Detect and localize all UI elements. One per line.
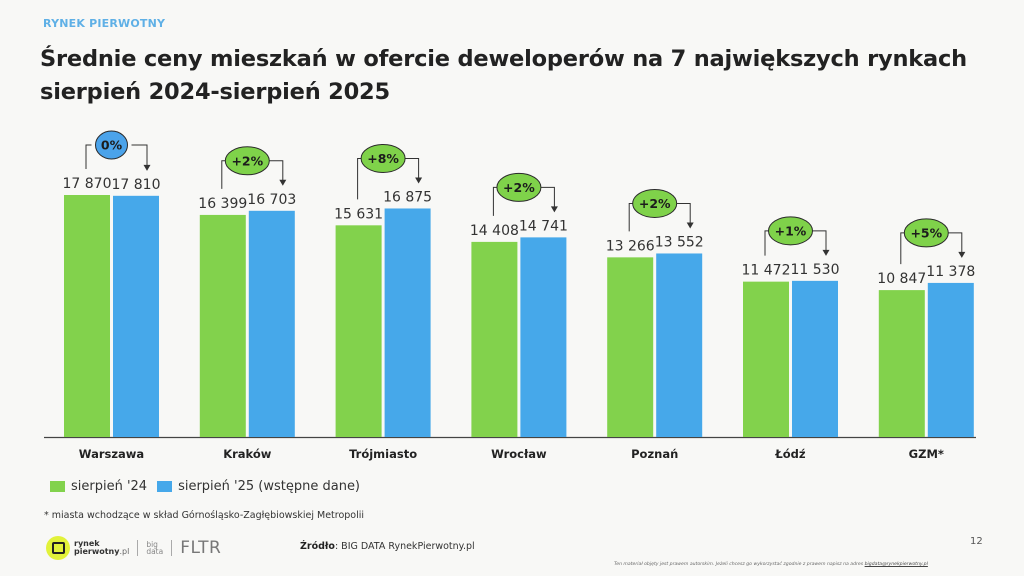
bar-2024 [607,257,654,437]
category-label: Wrocław [491,447,547,461]
arrow-down-icon [143,164,151,171]
change-badge [224,146,270,176]
logo-word-rynek: rynek [74,539,100,548]
value-label-2025: 17 810 [112,177,161,193]
connector-line-left [357,157,364,200]
legend-item-2025: sierpień '25 (wstępne dane) [157,479,360,494]
title-line-2: sierpień 2024-sierpień 2025 [40,79,390,105]
arrow-down-icon [279,179,287,186]
fltr-logo: FLTR [180,538,222,558]
change-badge [632,188,678,218]
category-label: Poznań [631,447,678,461]
category-label: Trójmiasto [349,447,417,461]
connector-line-right [810,230,827,251]
rynekpierwotny-logo-icon [46,536,70,560]
connector-line-right [267,160,284,181]
value-label-2025: 13 552 [655,234,704,250]
bigdata-word-big: big [146,540,158,549]
title-line-1: Średnie ceny mieszkań w ofercie dewelope… [40,46,967,72]
change-badge-label: +2% [503,180,535,195]
arrow-down-icon [686,222,694,229]
page-number: 12 [970,536,983,547]
chart-legend: sierpień '24 sierpień '25 (wstępne dane) [50,479,370,494]
change-badge [768,216,813,246]
logo-separator [137,540,139,556]
bar-2024 [743,281,789,437]
source-note: Źródło: BIG DATA RynekPierwotny.pl [300,541,475,552]
legend-swatch-2025 [157,481,173,492]
value-label-2024: 14 408 [470,223,519,239]
connector-line-right [674,202,691,224]
copyright-disclaimer: Ten materiał objęty jest prawem autorski… [614,562,928,567]
logo-word-pl: .pl [119,547,130,556]
connector-line-right [946,232,963,253]
disclaimer-email-link[interactable]: bigdata@rynekpierwotny.pl [864,562,928,567]
value-label-2024: 17 870 [63,176,112,192]
bar-2025 [384,208,431,437]
value-label-2024: 15 631 [334,206,383,222]
bar-2025 [927,282,974,437]
category-label: Kraków [223,447,272,461]
rynekpierwotny-logo-text: rynek pierwotny.pl [74,540,129,556]
connector-line-right [131,144,148,166]
value-label-2024: 11 472 [742,263,791,279]
change-badge-label: +5% [910,225,942,240]
change-badge-label: +2% [231,153,263,168]
bar-2025 [113,195,159,437]
bar-2024 [64,195,110,437]
section-kicker: RYNEK PIERWOTNY [43,17,166,30]
logo-separator-2 [171,540,173,556]
arrow-down-icon [415,177,423,184]
arrow-down-icon [958,251,966,258]
value-label-2024: 16 399 [198,196,247,212]
bigdata-logo: big data [146,540,164,556]
change-badge-label: +1% [775,223,807,238]
bar-2024 [199,214,246,437]
change-badge-label: +8% [367,151,399,166]
category-label: Łódź [774,447,806,461]
bar-2025 [792,280,838,437]
value-label-2024: 13 266 [606,238,655,254]
source-value: : BIG DATA RynekPierwotny.pl [334,541,475,552]
value-label-2025: 11 530 [791,262,840,278]
value-label-2025: 11 378 [926,264,975,280]
change-badge-label: +2% [639,196,671,211]
bar-2025 [520,237,567,437]
bigdata-word-data: data [146,547,164,556]
source-label: Źródło [300,541,335,552]
bar-2025 [656,253,703,437]
footer-logos: rynek pierwotny.pl big data FLTR [46,536,221,560]
value-label-2025: 16 875 [383,189,432,205]
footnote: * miasta wchodzące w skład Górnośląsko-Z… [44,510,365,521]
disclaimer-text: Ten materiał objęty jest prawem autorski… [614,562,865,567]
change-badge-label: 0% [101,138,123,153]
connector-line-right [403,157,420,179]
value-label-2024: 10 847 [877,271,926,287]
arrow-down-icon [822,249,830,256]
legend-label-2025: sierpień '25 (wstępne dane) [178,479,361,494]
value-label-2025: 16 703 [247,192,296,208]
bar-2025 [248,210,295,437]
page-title: Średnie ceny mieszkań w ofercie dewelope… [40,43,1010,109]
bar-2024 [878,290,925,437]
arrow-down-icon [550,206,558,213]
connector-line-right [538,186,555,208]
legend-label-2024: sierpień '24 [71,479,148,494]
change-badge [95,130,128,160]
change-badge [496,172,542,202]
logo-word-pierwotny: pierwotny [74,547,120,556]
bar-2024 [471,241,518,437]
category-label: GZM* [909,447,944,461]
connector-line-left [85,144,92,169]
change-badge [360,143,406,173]
change-badge [903,218,949,248]
legend-swatch-2024 [50,481,65,492]
bar-2024 [335,225,382,437]
legend-item-2024: sierpień '24 [50,479,147,494]
value-label-2025: 14 741 [519,218,568,234]
category-label: Warszawa [79,447,144,461]
